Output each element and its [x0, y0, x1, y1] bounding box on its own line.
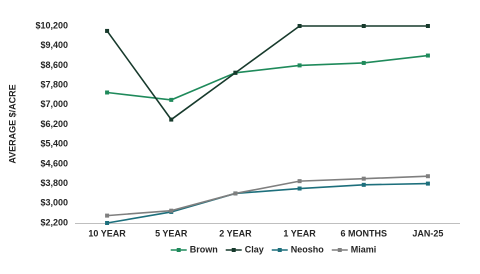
point-marker [105, 221, 110, 225]
point-marker [105, 28, 110, 33]
x-tick-label: JAN-25 [412, 228, 443, 238]
series-line [106, 25, 428, 121]
y-tick-label: $6,200 [40, 119, 68, 129]
y-tick-label: $7,800 [40, 79, 68, 89]
x-tick-label: 6 MONTHS [340, 228, 387, 238]
legend-label: Neosho [291, 244, 325, 254]
point-marker [361, 24, 366, 28]
series-line [106, 182, 428, 224]
point-marker [361, 182, 366, 187]
point-marker [297, 63, 302, 68]
point-marker [297, 186, 302, 191]
point-marker [169, 97, 174, 102]
legend-label: Clay [245, 244, 264, 254]
y-tick-label: $2,200 [40, 217, 68, 227]
y-tick-label: $3,800 [40, 178, 68, 188]
x-tick-label: 5 YEAR [155, 228, 188, 238]
point-marker [105, 90, 110, 95]
point-marker [297, 24, 302, 28]
legend-marker [231, 248, 236, 252]
point-marker [233, 191, 238, 196]
point-marker [233, 70, 238, 75]
point-marker [425, 174, 430, 179]
point-marker [361, 60, 366, 65]
series-line [106, 54, 429, 101]
point-marker [169, 117, 174, 122]
point-marker [425, 24, 430, 28]
legend-label: Miami [351, 244, 377, 254]
point-marker [425, 53, 430, 58]
point-marker [105, 213, 110, 218]
legend-marker [176, 248, 181, 252]
point-marker [361, 176, 366, 181]
point-marker [425, 181, 430, 186]
x-tick-label: 10 YEAR [88, 228, 126, 238]
y-tick-label: $10,200 [35, 20, 68, 30]
legend-marker [277, 248, 282, 252]
legend-marker [337, 248, 342, 252]
y-tick-label: $3,000 [40, 198, 68, 208]
legend-label: Brown [190, 244, 218, 254]
series-line [107, 175, 428, 217]
y-axis-label: AVERAGE $/ACRE [7, 84, 17, 163]
y-tick-label: $7,000 [40, 99, 68, 109]
point-marker [297, 179, 302, 184]
y-tick-label: $4,600 [40, 158, 68, 168]
y-tick-label: $5,400 [40, 139, 68, 149]
y-tick-label: $8,600 [40, 60, 68, 70]
x-tick-label: 1 YEAR [283, 228, 316, 238]
point-marker [169, 208, 174, 213]
y-tick-label: $9,400 [40, 40, 68, 50]
x-tick-label: 2 YEAR [219, 228, 252, 238]
